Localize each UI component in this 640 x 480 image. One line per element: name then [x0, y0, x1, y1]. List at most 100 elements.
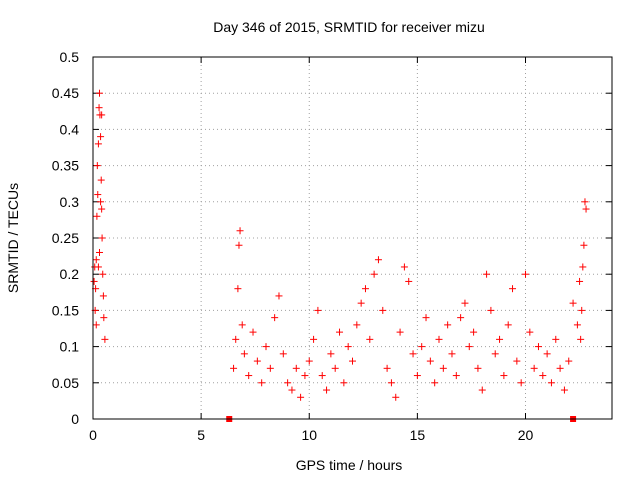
data-point: [400, 263, 408, 271]
data-point: [97, 176, 105, 184]
data-point: [344, 343, 352, 351]
data-point: [452, 372, 460, 380]
data-point: [336, 328, 344, 336]
x-tick-label: 5: [197, 427, 205, 443]
data-point: [509, 285, 517, 293]
y-tick-label: 0.3: [60, 194, 80, 210]
data-point: [93, 212, 101, 220]
data-point: [349, 357, 356, 365]
data-points: [90, 89, 590, 401]
data-point: [262, 343, 270, 351]
data-point: [101, 335, 109, 343]
data-point: [374, 256, 382, 264]
data-point: [95, 104, 103, 112]
data-point: [483, 270, 491, 278]
data-point: [579, 263, 587, 271]
data-point: [100, 314, 108, 322]
data-point: [504, 321, 512, 329]
data-point: [366, 335, 374, 343]
data-point: [500, 372, 508, 380]
data-point: [98, 234, 106, 242]
data-point: [496, 335, 504, 343]
data-point: [97, 198, 105, 206]
data-point: [230, 364, 238, 372]
data-point: [297, 393, 305, 401]
y-tick-label: 0: [71, 411, 79, 427]
x-tick-label: 0: [89, 427, 97, 443]
data-point: [573, 321, 581, 329]
plot-frame: [92, 56, 613, 420]
y-tick-label: 0.5: [60, 49, 80, 65]
data-point: [249, 328, 257, 336]
data-point: [581, 198, 589, 206]
x-tick-label: 10: [301, 427, 317, 443]
data-point: [234, 285, 242, 293]
data-point: [379, 306, 387, 314]
data-point: [258, 379, 266, 387]
data-point: [539, 372, 547, 380]
data-point: [97, 133, 105, 141]
data-point: [577, 335, 585, 343]
data-point: [271, 314, 279, 322]
data-point: [95, 89, 103, 97]
grid-lines: [92, 56, 612, 420]
data-point: [340, 379, 348, 387]
data-point: [405, 277, 413, 285]
data-point: [387, 379, 395, 387]
data-point: [448, 350, 456, 358]
data-point: [392, 393, 400, 401]
data-point: [576, 277, 584, 285]
data-point: [431, 379, 439, 387]
data-point: [236, 227, 244, 235]
data-point: [98, 111, 106, 119]
data-point: [444, 321, 452, 329]
y-tick-label: 0.25: [52, 230, 79, 246]
data-point: [284, 379, 292, 387]
data-point: [275, 292, 283, 300]
data-point: [292, 364, 300, 372]
data-point: [253, 357, 261, 365]
data-point: [99, 292, 107, 300]
data-point: [357, 299, 365, 307]
data-point: [238, 321, 246, 329]
data-point: [522, 270, 529, 278]
data-point: [99, 270, 107, 278]
chart-title: Day 346 of 2015, SRMTID for receiver miz…: [213, 19, 485, 35]
data-point: [266, 364, 274, 372]
data-point: [534, 343, 542, 351]
data-point: [582, 205, 590, 213]
data-point: [491, 350, 499, 358]
x-axis-label: GPS time / hours: [296, 457, 403, 473]
y-tick-label: 0.35: [52, 158, 79, 174]
data-point: [552, 335, 560, 343]
data-point: [235, 241, 243, 249]
data-point: [409, 350, 417, 358]
data-point: [279, 350, 287, 358]
data-point: [556, 364, 564, 372]
data-point: [422, 314, 430, 322]
data-point: [461, 299, 469, 307]
data-point: [530, 364, 538, 372]
data-point: [314, 306, 322, 314]
data-point: [93, 162, 101, 170]
axis-ticks: [92, 56, 612, 420]
data-point: [435, 335, 443, 343]
data-point: [418, 343, 426, 351]
data-point: [245, 372, 253, 380]
data-point: [457, 314, 465, 322]
y-axis-label: SRMTID / TECUs: [5, 183, 21, 293]
y-tick-label: 0.05: [52, 375, 79, 391]
data-point: [578, 306, 586, 314]
data-point: [543, 350, 551, 358]
data-point: [94, 263, 102, 271]
data-point: [95, 248, 103, 256]
data-point: [301, 372, 309, 380]
data-point: [517, 379, 525, 387]
data-point: [353, 321, 361, 329]
data-point: [327, 350, 335, 358]
data-point: [478, 386, 486, 394]
data-point: [383, 364, 391, 372]
data-point: [240, 350, 248, 358]
data-point: [569, 299, 577, 307]
